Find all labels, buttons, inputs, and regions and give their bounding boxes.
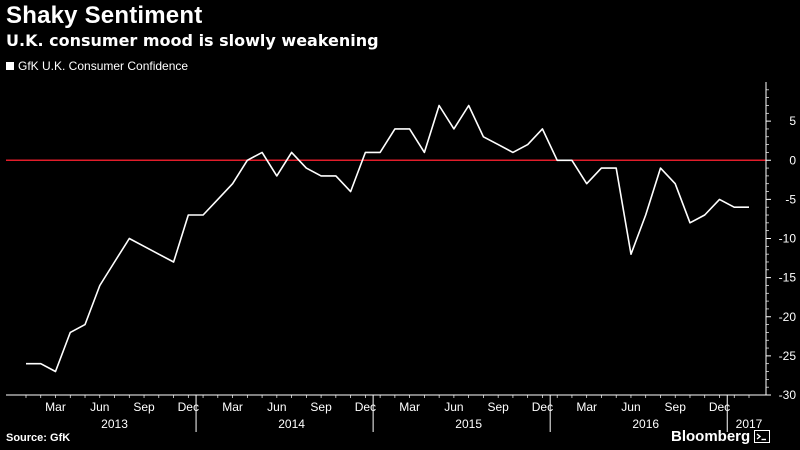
x-tick-label-month: Dec — [532, 400, 553, 414]
brand-name: Bloomberg — [671, 428, 751, 445]
x-tick-label-year: 2015 — [455, 417, 482, 431]
legend: GfK U.K. Consumer Confidence — [6, 59, 188, 73]
x-tick-label-year: 2017 — [736, 417, 763, 431]
x-tick-label-month: Jun — [90, 400, 109, 414]
chart-subtitle: U.K. consumer mood is slowly weakening — [6, 31, 379, 50]
y-tick-label: -15 — [779, 271, 797, 285]
y-tick-label: -10 — [779, 232, 797, 246]
x-tick-label-month: Dec — [709, 400, 730, 414]
y-tick-label: 0 — [789, 153, 796, 167]
x-tick-label-month: Jun — [621, 400, 640, 414]
x-tick-label-month: Dec — [178, 400, 199, 414]
x-tick-label-month: Sep — [133, 400, 155, 414]
x-tick-label-year: 2016 — [632, 417, 659, 431]
x-tick-label-month: Sep — [665, 400, 687, 414]
terminal-icon — [754, 430, 771, 443]
legend-swatch — [6, 62, 14, 70]
x-tick-label-month: Jun — [444, 400, 463, 414]
x-tick-label-year: 2014 — [278, 417, 305, 431]
brand-logo: Bloomberg — [671, 428, 771, 445]
x-tick-label-month: Sep — [487, 400, 509, 414]
x-tick-label-month: Mar — [45, 400, 66, 414]
y-tick-label: -20 — [779, 310, 797, 324]
y-tick-label: -25 — [779, 349, 797, 363]
x-tick-label-month: Sep — [310, 400, 332, 414]
legend-label: GfK U.K. Consumer Confidence — [18, 59, 189, 73]
y-tick-label: -5 — [785, 192, 796, 206]
source-note: Source: GfK — [6, 432, 71, 444]
x-tick-label-month: Mar — [222, 400, 243, 414]
y-tick-label: 5 — [789, 114, 796, 128]
chart-title: Shaky Sentiment — [6, 2, 203, 29]
x-tick-label-month: Dec — [355, 400, 376, 414]
x-tick-label-month: Mar — [576, 400, 597, 414]
y-tick-label: -30 — [779, 388, 797, 402]
x-tick-label-month: Jun — [267, 400, 286, 414]
series-line — [26, 104, 749, 373]
x-tick-label-year: 2013 — [101, 417, 128, 431]
x-tick-label-month: Mar — [399, 400, 420, 414]
